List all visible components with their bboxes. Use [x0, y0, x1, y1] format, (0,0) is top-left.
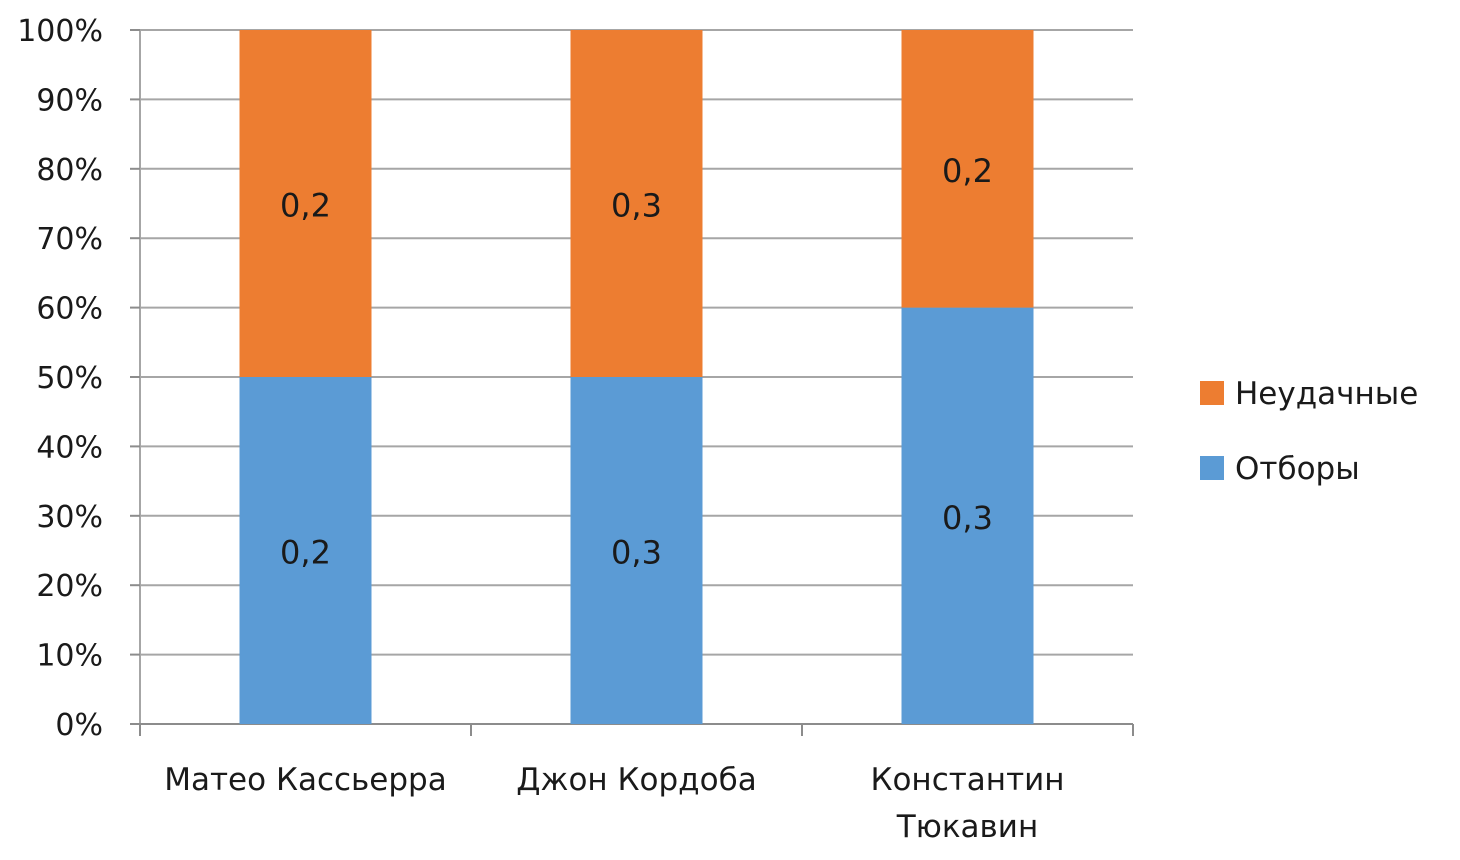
- y-tick-label: 60%: [36, 292, 103, 327]
- x-category-label: Матео Кассьерра: [164, 762, 446, 798]
- y-tick-label: 40%: [36, 430, 103, 465]
- bar-segment: [239, 30, 372, 377]
- legend-label: Неудачные: [1235, 376, 1418, 412]
- bar-segment: [239, 377, 372, 724]
- y-tick-label: 20%: [36, 569, 103, 604]
- data-label: 0,2: [280, 534, 331, 572]
- x-category-label: Джон Кордоба: [516, 762, 756, 798]
- data-label: 0,2: [942, 152, 993, 190]
- x-category-label: Тюкавин: [896, 809, 1038, 845]
- legend-swatch: [1200, 381, 1224, 405]
- y-tick-label: 50%: [36, 361, 103, 396]
- data-label: 0,3: [611, 534, 662, 572]
- bar-segment: [570, 377, 703, 724]
- y-tick-label: 100%: [17, 14, 103, 49]
- y-tick-label: 70%: [36, 222, 103, 257]
- y-tick-label: 10%: [36, 639, 103, 674]
- data-label: 0,3: [942, 499, 993, 537]
- data-label: 0,2: [280, 187, 331, 225]
- bar-segment: [901, 30, 1034, 308]
- legend-swatch: [1200, 456, 1224, 480]
- y-tick-label: 90%: [36, 83, 103, 118]
- bar-segment: [901, 307, 1034, 724]
- y-tick-label: 0%: [55, 708, 103, 743]
- y-tick-label: 30%: [36, 500, 103, 535]
- bar-segment: [570, 30, 703, 377]
- legend-label: Отборы: [1235, 451, 1360, 487]
- x-category-label: Константин: [870, 762, 1064, 798]
- y-tick-label: 80%: [36, 153, 103, 188]
- data-label: 0,3: [611, 187, 662, 225]
